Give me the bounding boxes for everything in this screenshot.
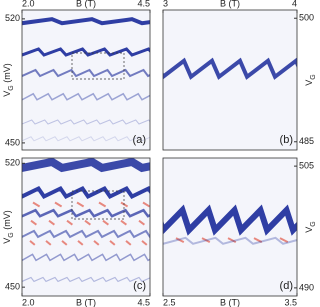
trace: [22, 136, 150, 142]
trace: [163, 204, 297, 236]
trace-red: [77, 240, 84, 246]
x-tick-label: 3.5: [284, 297, 297, 307]
plot-area: [22, 10, 150, 150]
trace: [22, 253, 150, 262]
y-label-subscript: G: [310, 74, 317, 79]
panel-label: (b): [280, 134, 293, 146]
y-tick-label: 490: [299, 282, 314, 292]
y-tick-label: 520: [5, 158, 20, 168]
trace-red: [98, 201, 107, 208]
trace-red: [29, 240, 36, 246]
plot-frame: [162, 157, 298, 297]
trace: [22, 158, 150, 173]
y-label-symbol: V: [2, 238, 12, 244]
trace-red: [253, 237, 263, 243]
x-tick-label: 3: [163, 0, 168, 8]
plot-frame: [162, 9, 298, 151]
panel-label: (d): [280, 280, 293, 292]
y-axis-label: VG: [304, 221, 316, 232]
zoom-box: [71, 190, 125, 220]
x-axis-label: B (T): [220, 0, 240, 8]
heatmap: [22, 17, 150, 142]
trace: [22, 229, 150, 239]
trace-red: [48, 219, 55, 226]
trace-red: [120, 219, 127, 226]
trace: [22, 119, 150, 125]
trace-red: [102, 219, 109, 226]
trace-red: [76, 201, 85, 208]
x-tick-label: 4.5: [137, 0, 150, 8]
trace-red: [125, 240, 132, 246]
trace-red: [175, 237, 185, 243]
trace: [22, 17, 150, 26]
trace: [163, 236, 297, 245]
x-tick-label: 4.5: [137, 297, 150, 307]
trace: [22, 276, 150, 283]
trace-red: [142, 201, 150, 208]
y-label-unit: (mV): [2, 63, 12, 85]
y-tick-label: 500: [299, 13, 314, 23]
trace: [22, 47, 150, 57]
trace-red: [279, 237, 289, 243]
x-tick-label: 2.0: [22, 297, 35, 307]
y-tick-label: 450: [5, 282, 20, 292]
trace: [163, 57, 297, 80]
y-label-symbol: V: [304, 227, 314, 233]
trace-red: [138, 219, 145, 226]
trace: [22, 68, 150, 78]
trace: [22, 92, 150, 101]
trace: [22, 208, 150, 218]
x-tick-label: 2.5: [163, 297, 176, 307]
heatmap: [163, 57, 297, 80]
panel-label: (a): [133, 134, 146, 146]
plot-frame: [21, 9, 151, 151]
trace-red: [84, 219, 91, 226]
y-axis-label: VG (mV): [2, 210, 14, 243]
plot-area: [22, 158, 150, 296]
y-label-symbol: V: [2, 91, 12, 97]
x-axis-label: B (T): [76, 0, 96, 8]
trace-red: [141, 240, 148, 246]
panel-label: (c): [133, 280, 146, 292]
y-tick-label: 520: [5, 13, 20, 23]
y-tick-label: 505: [299, 160, 314, 170]
plot-area: [163, 158, 297, 296]
y-label-subscript: G: [310, 221, 317, 226]
y-label-subscript: G: [8, 85, 15, 90]
trace-red: [201, 237, 211, 243]
trace-red: [32, 201, 41, 208]
x-axis-label: B (T): [220, 297, 240, 307]
x-tick-label: 2.0: [22, 0, 35, 8]
zoom-box: [71, 52, 125, 80]
y-label-subscript: G: [8, 232, 15, 237]
heatmap: [163, 204, 297, 245]
trace-red: [45, 240, 52, 246]
heatmap: [22, 158, 150, 283]
trace-red: [30, 219, 37, 226]
trace-red: [66, 219, 73, 226]
trace-red: [109, 240, 116, 246]
y-axis-label: VG (mV): [2, 63, 14, 96]
plot-area: [163, 10, 297, 150]
y-tick-label: 450: [5, 137, 20, 147]
plot-frame: [21, 157, 151, 297]
y-label-symbol: V: [304, 80, 314, 86]
trace-red: [54, 201, 63, 208]
trace-red: [227, 237, 237, 243]
x-axis-label: B (T): [76, 297, 96, 307]
y-axis-label: VG: [304, 74, 316, 85]
y-label-unit: (mV): [2, 210, 12, 232]
trace-red: [61, 240, 68, 246]
trace: [22, 185, 150, 200]
trace-red: [93, 240, 100, 246]
y-tick-label: 485: [299, 136, 314, 146]
x-tick-label: 4: [292, 0, 297, 8]
